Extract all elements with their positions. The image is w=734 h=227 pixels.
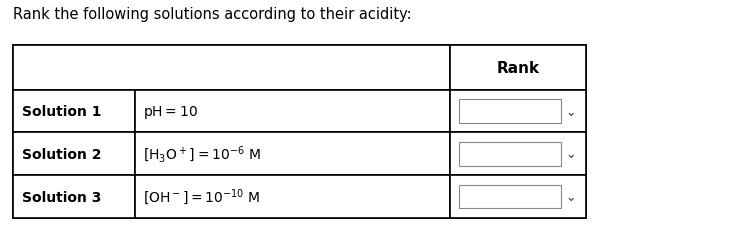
- Bar: [459, 142, 561, 166]
- Bar: [136, 90, 450, 133]
- Bar: [459, 185, 561, 209]
- Bar: [450, 90, 586, 133]
- Bar: [13, 133, 136, 175]
- Text: $\left[\mathrm{OH^-}\right] = 10^{-10}\ \mathrm{M}$: $\left[\mathrm{OH^-}\right] = 10^{-10}\ …: [143, 187, 261, 207]
- Text: $\left[\mathrm{H_3O^+}\right] = 10^{-6}\ \mathrm{M}$: $\left[\mathrm{H_3O^+}\right] = 10^{-6}\…: [143, 144, 261, 164]
- Bar: [13, 175, 136, 218]
- Text: ⌄: ⌄: [565, 148, 575, 160]
- Bar: [13, 45, 450, 90]
- Bar: [13, 90, 136, 133]
- Text: Solution 2: Solution 2: [22, 147, 101, 161]
- Bar: [13, 45, 586, 218]
- Text: Solution 1: Solution 1: [22, 105, 101, 118]
- Bar: [136, 133, 450, 175]
- Bar: [136, 175, 450, 218]
- Text: Rank: Rank: [496, 60, 539, 75]
- Text: ⌄: ⌄: [565, 105, 575, 118]
- Text: Rank the following solutions according to their acidity:: Rank the following solutions according t…: [13, 7, 412, 22]
- Bar: [450, 175, 586, 218]
- Text: $\mathrm{pH} = 10$: $\mathrm{pH} = 10$: [143, 103, 197, 120]
- Bar: [450, 133, 586, 175]
- Text: Solution 3: Solution 3: [22, 190, 101, 204]
- Text: ⌄: ⌄: [565, 190, 575, 203]
- Bar: [459, 100, 561, 123]
- Bar: [450, 45, 586, 90]
